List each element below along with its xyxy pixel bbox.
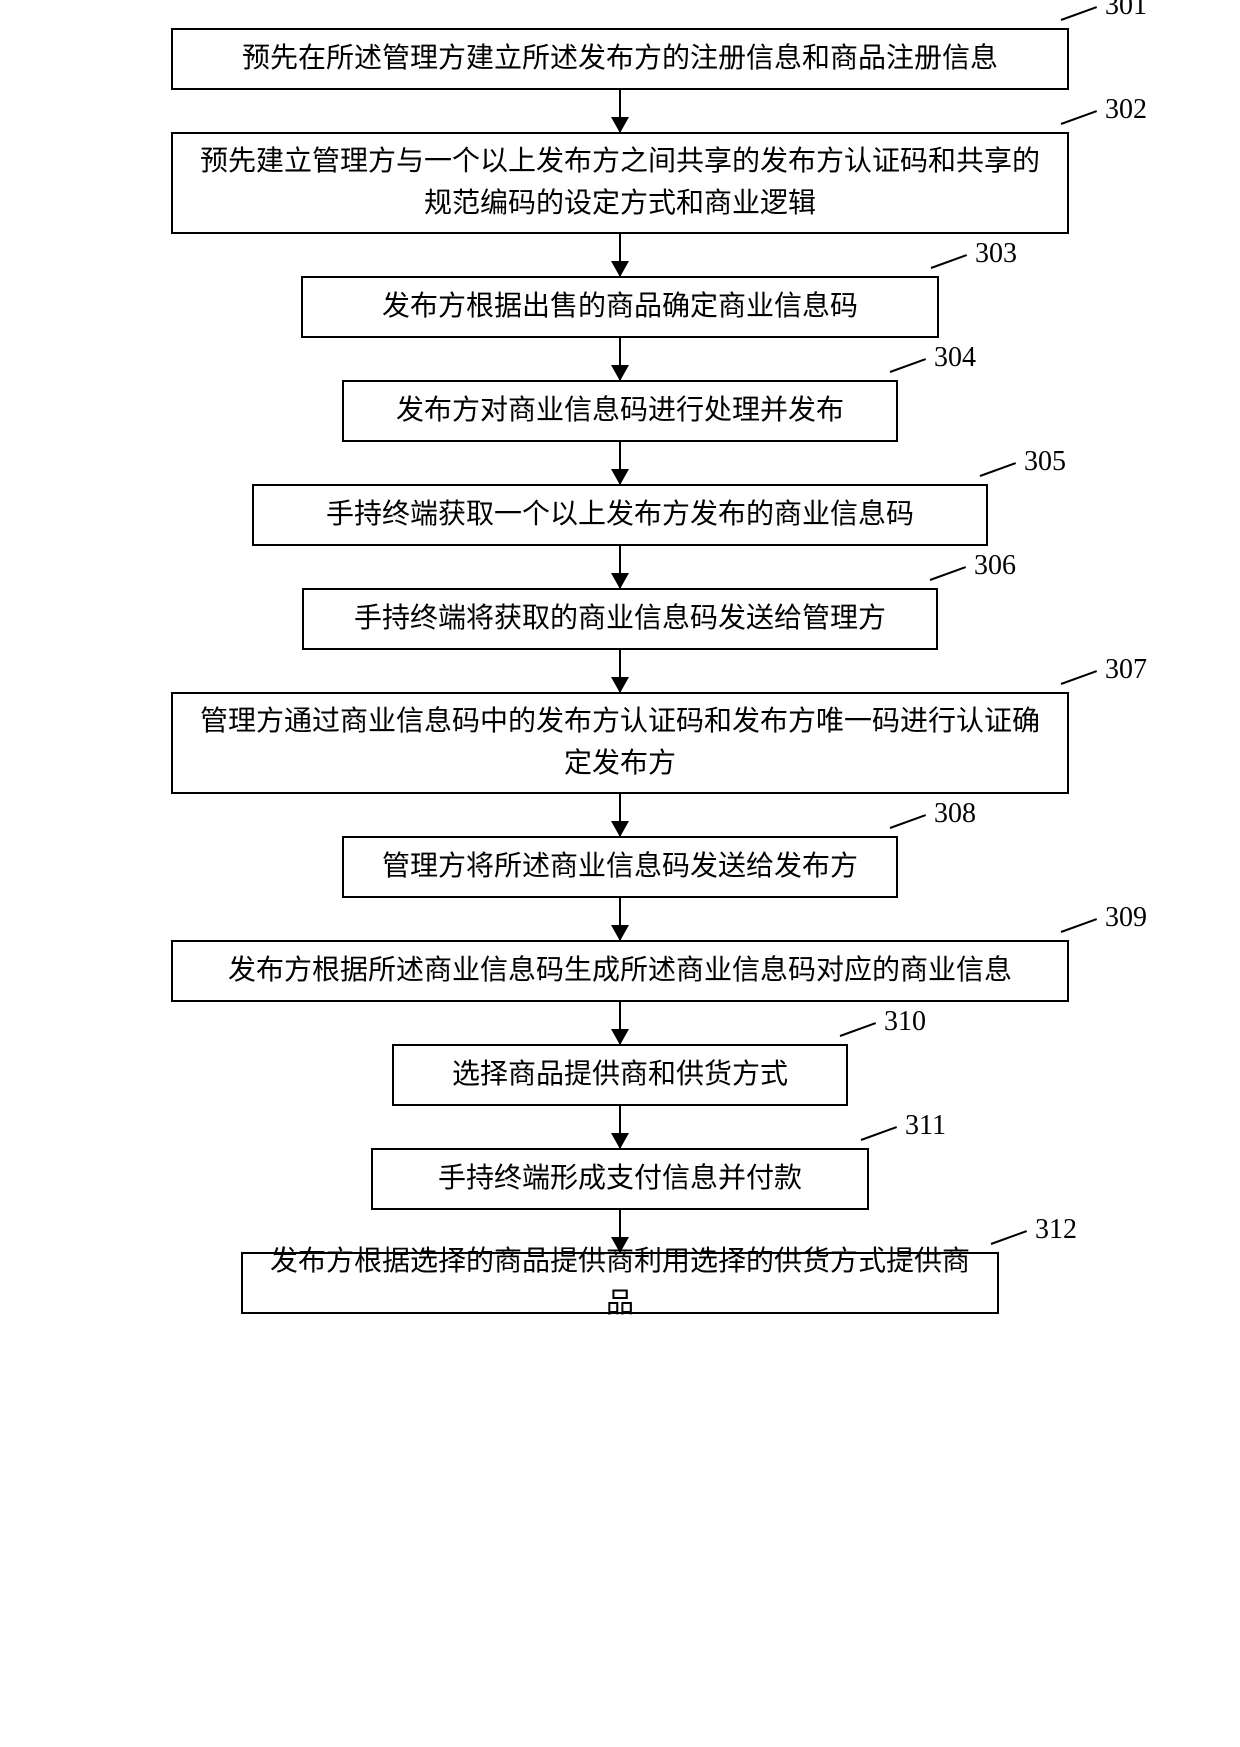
step-310-box: 选择商品提供商和供货方式 xyxy=(392,1044,848,1106)
step-303-text: 发布方根据出售的商品确定商业信息码 xyxy=(382,286,858,328)
arrow-305-306 xyxy=(619,546,621,588)
step-304-text: 发布方对商业信息码进行处理并发布 xyxy=(396,390,844,432)
step-306-wrap: 手持终端将获取的商业信息码发送给管理方 306 xyxy=(0,588,1240,692)
step-303-wrap: 发布方根据出售的商品确定商业信息码 303 xyxy=(0,276,1240,380)
step-301-callout: 301 xyxy=(1061,18,1147,22)
step-305-box: 手持终端获取一个以上发布方发布的商业信息码 xyxy=(252,484,988,546)
step-308-box: 管理方将所述商业信息码发送给发布方 xyxy=(342,836,898,898)
arrow-304-305 xyxy=(619,442,621,484)
step-305-wrap: 手持终端获取一个以上发布方发布的商业信息码 305 xyxy=(0,484,1240,588)
step-301-label: 301 xyxy=(1105,0,1147,22)
step-306-box: 手持终端将获取的商业信息码发送给管理方 xyxy=(302,588,938,650)
step-312-text: 发布方根据选择的商品提供商利用选择的供货方式提供商品 xyxy=(263,1241,977,1325)
step-309-box: 发布方根据所述商业信息码生成所述商业信息码对应的商业信息 xyxy=(171,940,1069,1002)
step-301-text: 预先在所述管理方建立所述发布方的注册信息和商品注册信息 xyxy=(242,38,998,80)
step-312-wrap: 发布方根据选择的商品提供商利用选择的供货方式提供商品 312 xyxy=(0,1252,1240,1314)
step-310-wrap: 选择商品提供商和供货方式 310 xyxy=(0,1044,1240,1148)
step-311-box: 手持终端形成支付信息并付款 xyxy=(371,1148,869,1210)
step-312-box: 发布方根据选择的商品提供商利用选择的供货方式提供商品 xyxy=(241,1252,999,1314)
arrow-302-303 xyxy=(619,234,621,276)
step-311-wrap: 手持终端形成支付信息并付款 311 xyxy=(0,1148,1240,1252)
step-306-text: 手持终端将获取的商业信息码发送给管理方 xyxy=(354,598,886,640)
step-308-wrap: 管理方将所述商业信息码发送给发布方 308 xyxy=(0,836,1240,940)
arrow-307-308 xyxy=(619,794,621,836)
step-301-wrap: 预先在所述管理方建立所述发布方的注册信息和商品注册信息 301 xyxy=(0,28,1240,132)
step-301-box: 预先在所述管理方建立所述发布方的注册信息和商品注册信息 xyxy=(171,28,1069,90)
arrow-310-311 xyxy=(619,1106,621,1148)
leader-line xyxy=(1061,6,1097,21)
step-308-text: 管理方将所述商业信息码发送给发布方 xyxy=(382,846,858,888)
step-302-box: 预先建立管理方与一个以上发布方之间共享的发布方认证码和共享的规范编码的设定方式和… xyxy=(171,132,1069,234)
step-311-text: 手持终端形成支付信息并付款 xyxy=(438,1158,802,1200)
arrow-309-310 xyxy=(619,1002,621,1044)
step-305-text: 手持终端获取一个以上发布方发布的商业信息码 xyxy=(326,494,914,536)
step-304-wrap: 发布方对商业信息码进行处理并发布 304 xyxy=(0,380,1240,484)
step-304-box: 发布方对商业信息码进行处理并发布 xyxy=(342,380,898,442)
step-307-box: 管理方通过商业信息码中的发布方认证码和发布方唯一码进行认证确定发布方 xyxy=(171,692,1069,794)
step-302-text: 预先建立管理方与一个以上发布方之间共享的发布方认证码和共享的规范编码的设定方式和… xyxy=(193,141,1047,225)
step-303-box: 发布方根据出售的商品确定商业信息码 xyxy=(301,276,939,338)
step-309-wrap: 发布方根据所述商业信息码生成所述商业信息码对应的商业信息 309 xyxy=(0,940,1240,1044)
flowchart: 预先在所述管理方建立所述发布方的注册信息和商品注册信息 301 预先建立管理方与… xyxy=(0,28,1240,1314)
arrow-306-307 xyxy=(619,650,621,692)
step-309-text: 发布方根据所述商业信息码生成所述商业信息码对应的商业信息 xyxy=(228,950,1012,992)
arrow-308-309 xyxy=(619,898,621,940)
step-307-text: 管理方通过商业信息码中的发布方认证码和发布方唯一码进行认证确定发布方 xyxy=(193,701,1047,785)
step-310-text: 选择商品提供商和供货方式 xyxy=(452,1054,788,1096)
arrow-301-302 xyxy=(619,90,621,132)
step-307-wrap: 管理方通过商业信息码中的发布方认证码和发布方唯一码进行认证确定发布方 307 xyxy=(0,692,1240,836)
arrow-303-304 xyxy=(619,338,621,380)
step-302-wrap: 预先建立管理方与一个以上发布方之间共享的发布方认证码和共享的规范编码的设定方式和… xyxy=(0,132,1240,276)
